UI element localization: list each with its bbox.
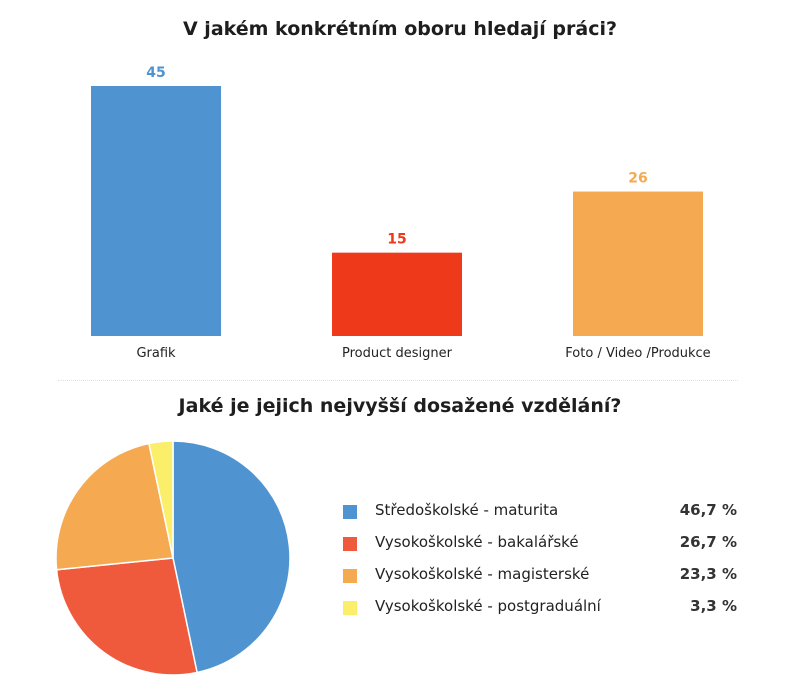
legend-swatch: [343, 601, 357, 615]
legend-label: Vysokoškolské - bakalářské: [375, 533, 579, 551]
legend-item: Vysokoškolské - postgraduální 3,3 %: [343, 596, 743, 628]
bar: [332, 252, 462, 336]
pie-slice: [148, 440, 174, 559]
legend-label: Vysokoškolské - magisterské: [375, 565, 590, 583]
category-label: Foto / Video /Produkce: [565, 346, 710, 361]
legend-item: Vysokoškolské - magisterské 23,3 %: [343, 564, 743, 596]
chart-divider: [58, 380, 738, 381]
bar-value-label: 26: [628, 171, 647, 187]
bar-value-label: 15: [387, 232, 406, 248]
pie-legend: Středoškolské - maturita 46,7 % Vysokošk…: [343, 500, 743, 628]
legend-value: 23,3 %: [679, 565, 737, 583]
bar-chart-title: V jakém konkrétním oboru hledají práci?: [182, 18, 617, 40]
legend-value: 3,3 %: [690, 597, 737, 615]
category-label: Product designer: [342, 346, 453, 361]
pie-slice: [172, 440, 291, 674]
legend-item: Vysokoškolské - bakalářské 26,7 %: [343, 532, 743, 564]
legend-label: Středoškolské - maturita: [375, 501, 559, 519]
category-label: Grafik: [136, 346, 176, 361]
pie-chart-title: Jaké je jejich nejvyšší dosažené vzdělán…: [178, 395, 622, 417]
legend-label: Vysokoškolské - postgraduální: [375, 597, 601, 615]
pie-slice: [55, 442, 174, 571]
legend-value: 46,7 %: [679, 501, 737, 519]
bar: [91, 86, 221, 336]
bar-chart: 45 Grafik 15 Product designer 26 Foto / Video…: [91, 65, 711, 361]
legend-swatch: [343, 537, 357, 551]
legend-swatch: [343, 569, 357, 583]
legend-value: 26,7 %: [679, 533, 737, 551]
pie-slice: [55, 557, 198, 676]
bar-value-label: 45: [146, 65, 165, 81]
pie-chart: [55, 440, 291, 676]
bar: [573, 191, 703, 336]
legend-item: Středoškolské - maturita 46,7 %: [343, 500, 743, 532]
legend-swatch: [343, 505, 357, 519]
